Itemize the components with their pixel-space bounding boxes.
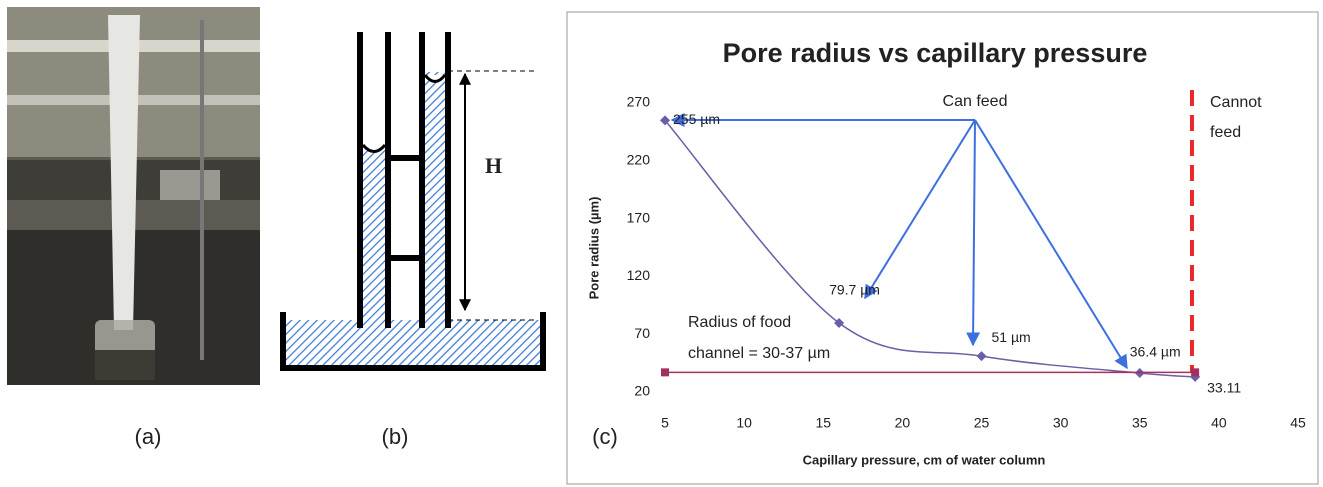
x-tick-label: 40 <box>1211 415 1227 431</box>
capillary-diagram: H <box>283 32 543 368</box>
annotation: Can feed <box>943 93 1008 110</box>
chart-frame <box>567 12 1318 484</box>
point <box>661 368 669 376</box>
chart-title: Pore radius vs capillary pressure <box>723 38 1148 68</box>
data-label: 36.4 µm <box>1130 344 1181 360</box>
y-tick-label: 270 <box>627 94 651 110</box>
annotation: channel = 30-37 µm <box>688 345 830 362</box>
height-label: H <box>485 153 502 178</box>
data-label: 255 µm <box>673 111 720 127</box>
panel-label: (b) <box>382 424 409 449</box>
y-tick-label: 170 <box>627 209 651 225</box>
data-label: 79.7 µm <box>829 282 880 298</box>
x-tick-label: 15 <box>815 415 831 431</box>
annotation: feed <box>1210 124 1241 141</box>
x-tick-label: 45 <box>1290 415 1306 431</box>
y-axis-label: Pore radius (µm) <box>586 197 601 300</box>
point <box>1191 368 1199 376</box>
panel-label: (c) <box>592 424 618 449</box>
y-tick-label: 220 <box>627 152 651 168</box>
panel-label: (a) <box>135 424 162 449</box>
annotation: Cannot <box>1210 94 1262 111</box>
x-tick-label: 5 <box>661 415 669 431</box>
x-tick-label: 20 <box>895 415 911 431</box>
x-axis-label: Capillary pressure, cm of water column <box>803 452 1046 467</box>
y-tick-label: 120 <box>627 267 651 283</box>
x-tick-label: 10 <box>736 415 752 431</box>
figure: H (a) (b) (c) Pore radius vs capillary p… <box>0 0 1323 487</box>
x-tick-label: 25 <box>974 415 990 431</box>
data-label: 33.11 <box>1207 380 1241 396</box>
x-tick-label: 35 <box>1132 415 1148 431</box>
photo <box>7 7 260 385</box>
y-tick-label: 20 <box>634 383 650 399</box>
data-label: 51 µm <box>992 329 1031 345</box>
x-tick-label: 30 <box>1053 415 1069 431</box>
annotation: Radius of food <box>688 314 791 331</box>
y-tick-label: 70 <box>634 325 650 341</box>
